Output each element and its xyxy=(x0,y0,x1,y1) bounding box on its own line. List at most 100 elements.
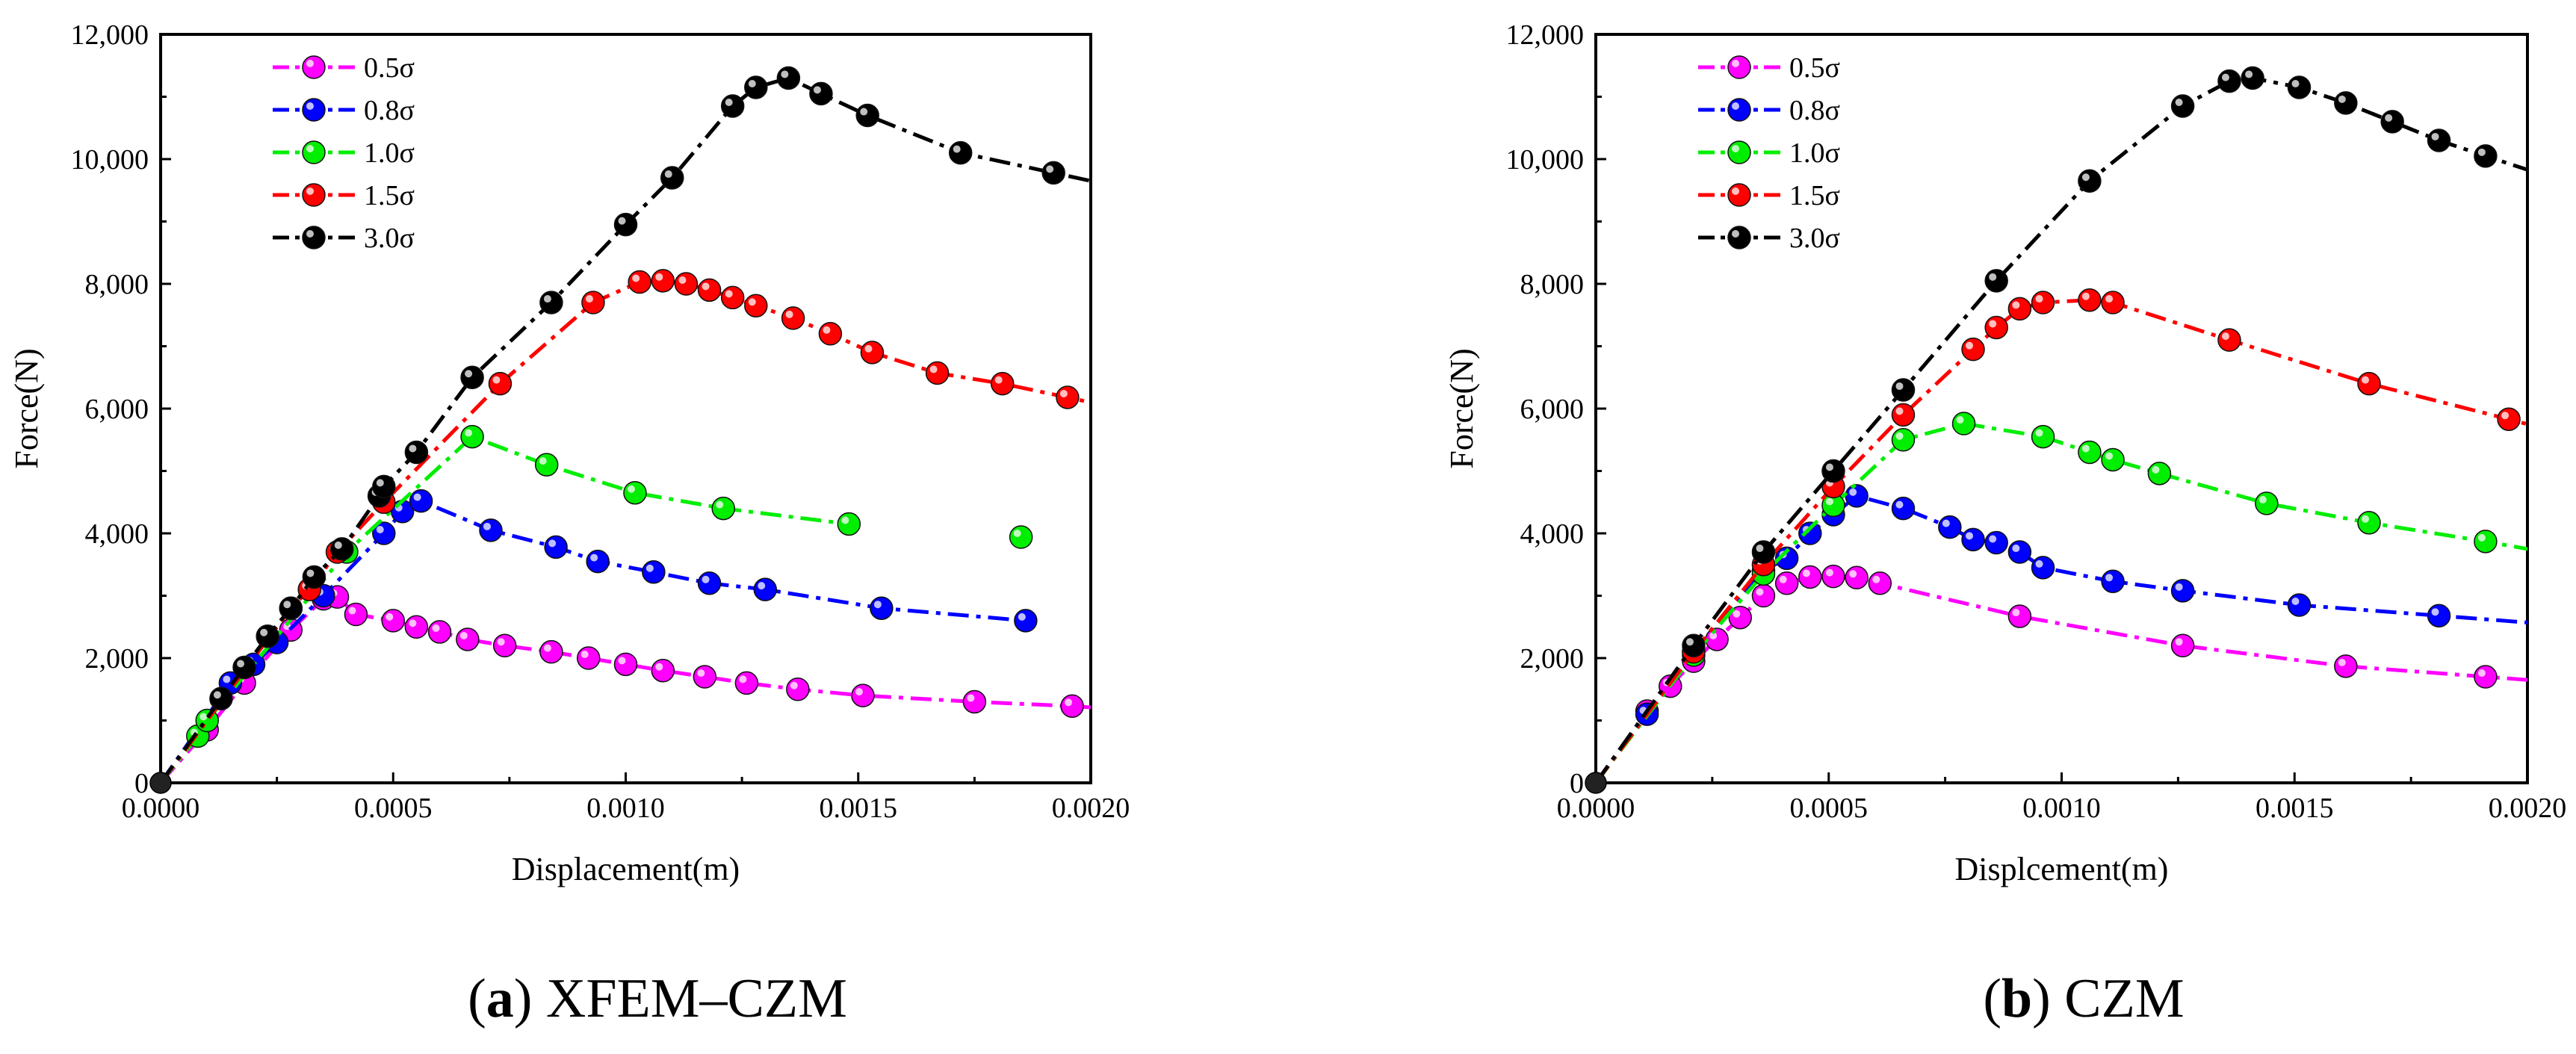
data-point xyxy=(693,665,717,689)
data-point-highlight xyxy=(1709,631,1718,639)
data-point-highlight xyxy=(2291,598,2300,606)
data-point-highlight xyxy=(1825,463,1833,471)
data-point-highlight xyxy=(781,70,789,78)
data-point-highlight xyxy=(953,145,961,153)
y-tick-label: 12,000 xyxy=(71,19,149,51)
data-point-highlight xyxy=(2431,132,2439,140)
data-point-highlight xyxy=(1895,500,1904,509)
data-point xyxy=(2427,128,2451,152)
caption-b: (b) CZM xyxy=(1983,968,2185,1029)
data-point xyxy=(2147,462,2172,486)
data-point xyxy=(1060,694,1084,719)
data-point xyxy=(581,291,605,314)
data-point xyxy=(1845,565,1868,590)
data-point xyxy=(2357,511,2381,535)
data-point-highlight xyxy=(1895,382,1904,390)
x-tick-label: 0.0000 xyxy=(1557,793,1635,824)
data-point-highlight xyxy=(678,276,687,284)
data-point-highlight xyxy=(864,344,873,353)
data-point xyxy=(2007,604,2032,628)
data-point xyxy=(1014,609,1038,633)
legend-marker xyxy=(1727,55,1751,79)
legend-label: 0.8σ xyxy=(1789,95,1840,126)
data-point-highlight xyxy=(2338,95,2346,103)
data-point xyxy=(809,81,833,106)
data-point-highlight xyxy=(2477,669,2486,678)
data-point xyxy=(697,571,722,595)
data-point xyxy=(2427,604,2451,627)
data-point-highlight xyxy=(585,295,593,303)
y-tick-label: 4,000 xyxy=(1520,518,1585,550)
data-point-highlight xyxy=(2175,99,2183,107)
data-point xyxy=(1009,525,1033,549)
data-point xyxy=(2474,665,2498,689)
data-point xyxy=(744,294,768,317)
data-point xyxy=(404,615,429,639)
data-point-highlight xyxy=(2081,444,2090,453)
data-point xyxy=(753,577,777,601)
data-point xyxy=(544,535,568,559)
data-point-highlight xyxy=(2221,73,2229,81)
data-point xyxy=(990,371,1015,396)
legend-marker xyxy=(302,55,326,79)
legend-marker-highlight xyxy=(306,102,314,110)
data-point xyxy=(1821,564,1845,589)
data-point-highlight xyxy=(1756,588,1764,596)
x-axis-title: Displcement(m) xyxy=(1955,851,2169,887)
data-point-highlight xyxy=(2362,515,2370,523)
data-point-highlight xyxy=(855,688,863,696)
data-point xyxy=(2170,579,2195,603)
x-tick-label: 0.0015 xyxy=(2255,793,2334,824)
data-point-highlight xyxy=(813,86,821,94)
x-tick-label: 0.0020 xyxy=(2489,793,2567,824)
data-point-highlight xyxy=(860,108,868,116)
data-point xyxy=(427,620,452,644)
x-tick-label: 0.0015 xyxy=(820,793,898,824)
y-tick-label: 12,000 xyxy=(1506,19,1585,51)
data-point-highlight xyxy=(1065,698,1073,707)
data-point xyxy=(2078,288,2102,312)
data-point xyxy=(404,440,429,465)
data-point xyxy=(2241,66,2264,90)
data-point-highlight xyxy=(223,675,231,683)
data-point-highlight xyxy=(2105,295,2114,303)
data-point xyxy=(2031,291,2055,314)
data-point xyxy=(781,306,805,330)
caption-a-letter: a xyxy=(486,968,514,1029)
series-line xyxy=(161,75,1091,784)
data-point xyxy=(576,646,601,670)
data-point xyxy=(1868,571,1892,595)
data-point xyxy=(1845,484,1868,508)
data-point xyxy=(2007,540,2032,564)
data-point xyxy=(613,652,638,677)
series-line xyxy=(1596,421,2527,784)
data-point xyxy=(2170,633,2195,658)
data-point-highlight xyxy=(1756,545,1764,553)
data-point xyxy=(372,474,396,499)
data-point-highlight xyxy=(716,500,724,509)
data-point-highlight xyxy=(655,663,663,671)
data-point-highlight xyxy=(432,624,440,632)
data-point-highlight xyxy=(1942,519,1950,527)
data-point-highlight xyxy=(543,644,551,652)
x-tick-label: 0.0020 xyxy=(1052,793,1130,824)
data-point xyxy=(855,103,879,128)
data-point xyxy=(1891,403,1916,427)
legend-marker-highlight xyxy=(1732,187,1739,195)
legend-marker-highlight xyxy=(1732,230,1739,238)
data-point-highlight xyxy=(376,479,384,487)
data-point xyxy=(962,689,987,714)
data-point-highlight xyxy=(664,170,672,179)
data-point-highlight xyxy=(260,628,268,636)
data-point xyxy=(381,609,405,633)
data-point xyxy=(409,489,433,513)
data-point xyxy=(2497,407,2521,431)
data-point-highlight xyxy=(697,669,705,678)
data-point-highlight xyxy=(237,660,245,668)
data-point-highlight xyxy=(548,539,557,548)
data-point xyxy=(1774,571,1799,595)
data-point xyxy=(2217,328,2241,352)
data-point xyxy=(2334,91,2358,115)
data-point xyxy=(1961,337,1985,362)
data-point xyxy=(534,453,559,477)
